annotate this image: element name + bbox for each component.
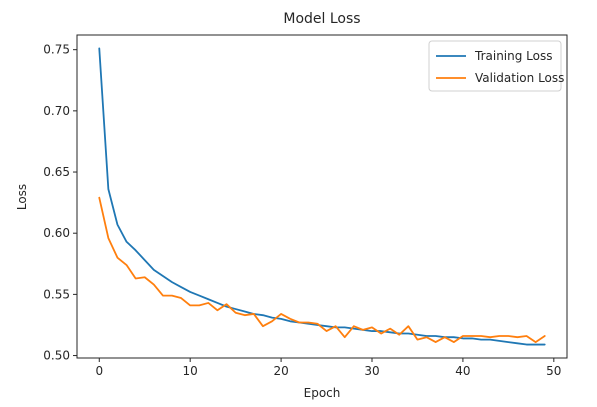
x-axis-label: Epoch [304, 386, 341, 400]
y-tick-label: 0.50 [43, 349, 70, 363]
x-tick-label: 10 [183, 364, 198, 378]
y-tick-label: 0.60 [43, 226, 70, 240]
x-tick-label: 50 [546, 364, 561, 378]
x-tick-label: 20 [273, 364, 288, 378]
plot-area-frame [76, 34, 568, 359]
y-tick-label: 0.70 [43, 104, 70, 118]
y-tick-label: 0.75 [43, 43, 70, 57]
series-lines [98, 47, 546, 346]
legend: Training Loss Validation Loss [428, 40, 564, 92]
x-tick-label: 30 [364, 364, 379, 378]
x-tick-label: 0 [95, 364, 103, 378]
y-axis: 0.50 0.55 0.60 0.65 0.70 0.75 [43, 43, 77, 363]
legend-entry-label: Validation Loss [475, 71, 564, 85]
chart-title: Model Loss [283, 11, 360, 27]
x-axis: 0 10 20 30 40 50 [95, 358, 561, 378]
series-line-validation-loss [98, 196, 546, 343]
y-tick-label: 0.55 [43, 287, 70, 301]
y-tick-label: 0.65 [43, 165, 70, 179]
legend-entry-label: Training Loss [474, 49, 552, 63]
y-axis-label: Loss [15, 184, 29, 210]
x-tick-label: 40 [455, 364, 470, 378]
series-line-training-loss [98, 47, 546, 346]
